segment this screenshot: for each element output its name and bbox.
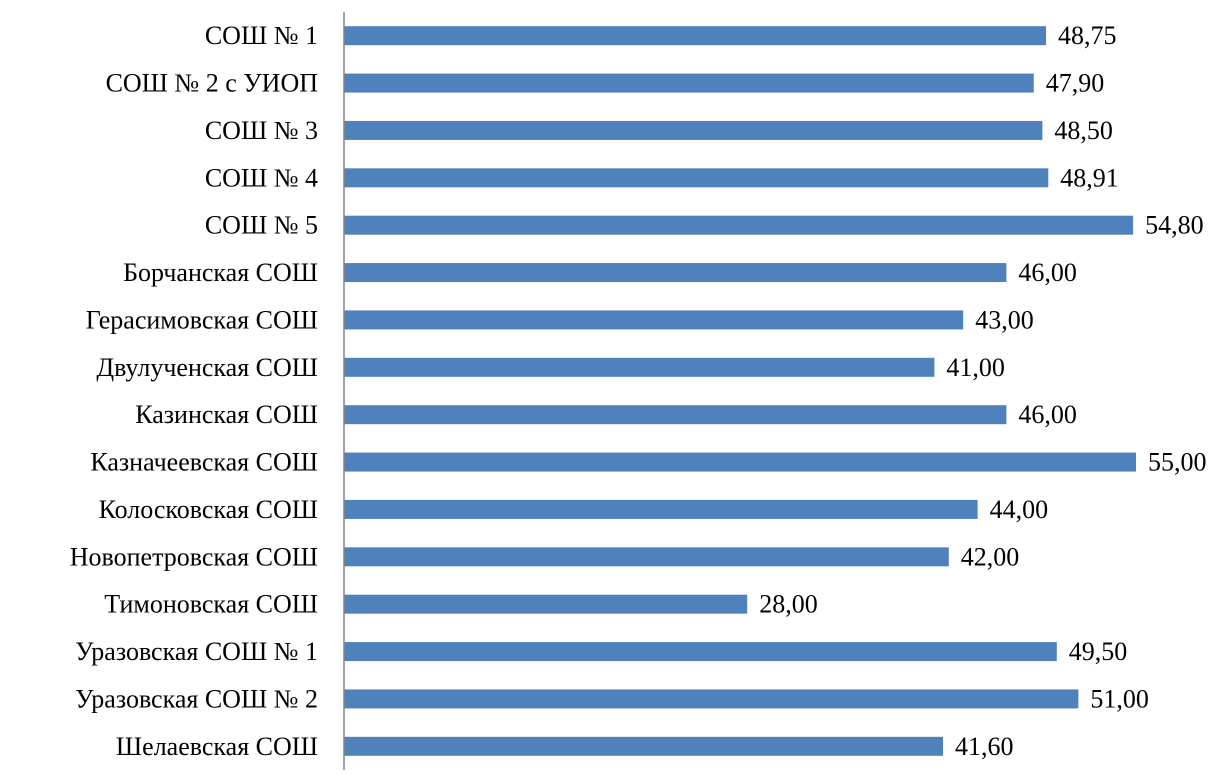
category-label: СОШ № 5	[205, 211, 318, 240]
category-labels: СОШ № 1 СОШ № 2 с УИОП СОШ № 3 СОШ № 4 СОШ №…	[70, 21, 318, 761]
category-label: Борчанская СОШ	[123, 258, 318, 287]
value-label: 28,00	[759, 590, 818, 619]
bar	[344, 405, 1007, 425]
category-label: СОШ № 1	[205, 21, 318, 50]
category-label: Шелаевская СОШ	[116, 732, 318, 761]
value-label: 41,00	[946, 353, 1005, 382]
bar	[344, 452, 1136, 472]
value-label: 41,60	[955, 732, 1014, 761]
bar	[344, 689, 1079, 709]
bar	[344, 26, 1046, 46]
category-label: Уразовская СОШ № 2	[75, 684, 318, 713]
category-label: Колосковская СОШ	[99, 495, 318, 524]
category-label: Уразовская СОШ № 1	[75, 637, 318, 666]
category-label: СОШ № 4	[205, 163, 318, 192]
value-label: 48,91	[1060, 163, 1119, 192]
value-label: 46,00	[1018, 258, 1077, 287]
bar	[344, 594, 748, 614]
category-label: Двулученская СОШ	[96, 353, 318, 382]
bar	[344, 263, 1007, 283]
bar	[344, 120, 1043, 140]
value-label: 55,00	[1148, 448, 1207, 477]
value-label: 49,50	[1069, 637, 1128, 666]
value-label: 54,80	[1145, 211, 1204, 240]
value-label: 43,00	[975, 305, 1033, 334]
category-label: СОШ № 3	[205, 116, 318, 145]
value-label: 48,75	[1058, 21, 1117, 50]
bar	[344, 499, 978, 519]
bar	[344, 215, 1134, 235]
value-label: 46,00	[1018, 400, 1077, 429]
category-label: Казначеевская СОШ	[90, 448, 318, 477]
bar	[344, 642, 1057, 662]
bar	[344, 357, 935, 377]
bar	[344, 547, 949, 567]
bar	[344, 310, 964, 330]
category-label: СОШ № 2 с УИОП	[106, 69, 319, 98]
value-label: 48,50	[1054, 116, 1113, 145]
value-label: 42,00	[961, 542, 1020, 571]
value-label: 47,90	[1046, 69, 1105, 98]
bar	[344, 73, 1034, 93]
value-label: 51,00	[1090, 684, 1149, 713]
value-labels: 48,75 47,90 48,50 48,91 54,80 46,00 43,00 41,00…	[759, 21, 1206, 761]
category-label: Казинская СОШ	[135, 400, 318, 429]
bar	[344, 168, 1049, 188]
category-label: Тимоновская СОШ	[104, 590, 318, 619]
bar	[344, 736, 944, 756]
bars	[344, 26, 1136, 756]
category-label: Герасимовская СОШ	[86, 305, 318, 334]
category-label: Новопетровская СОШ	[70, 542, 318, 571]
value-label: 44,00	[990, 495, 1049, 524]
